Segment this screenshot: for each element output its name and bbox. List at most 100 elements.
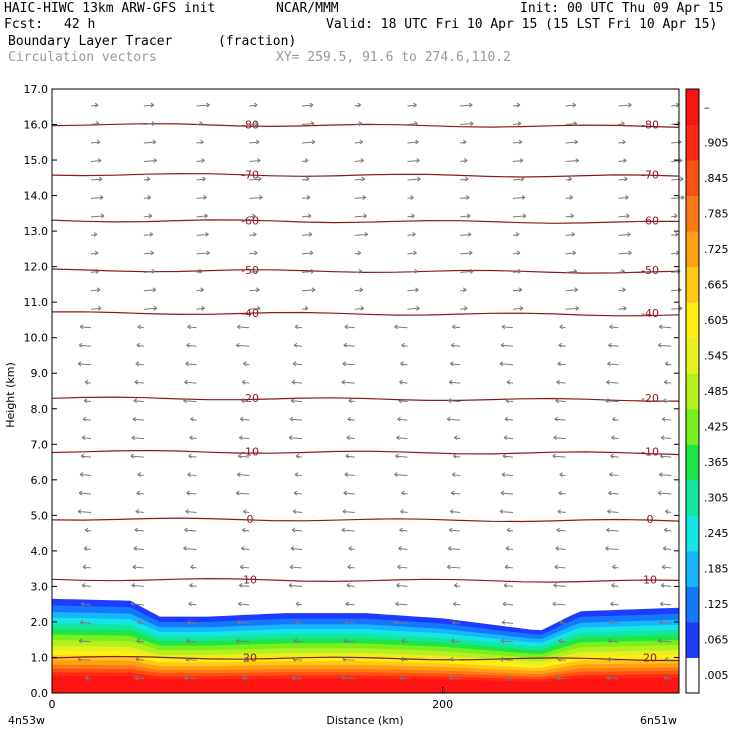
- vector-arrow-head: [190, 564, 194, 570]
- vector-arrow: [185, 511, 197, 514]
- vector-arrow: [249, 289, 260, 292]
- vector-arrow-head: [469, 268, 474, 274]
- contour-line: [51, 655, 680, 662]
- vector-arrow-head: [134, 527, 139, 533]
- vector-arrow: [143, 289, 156, 292]
- x-end-label-right: 6n51w: [640, 714, 677, 727]
- vector-arrow-head: [555, 546, 559, 551]
- vector-arrow-head: [152, 287, 157, 293]
- vector-arrow-head: [679, 176, 684, 182]
- vector-arrow: [448, 547, 461, 550]
- vector-arrow: [618, 196, 629, 199]
- vector-arrow-head: [501, 324, 506, 330]
- vector-arrow: [512, 196, 526, 199]
- vector-arrow-head: [571, 231, 575, 237]
- contour-label: 10: [243, 573, 257, 586]
- vector-arrow: [186, 640, 197, 643]
- vector-arrow: [187, 326, 197, 329]
- vector-arrow-head: [289, 416, 294, 422]
- vector-arrow: [188, 455, 197, 458]
- contour-label: -80: [641, 119, 659, 132]
- vector-arrow: [407, 233, 416, 236]
- vector-arrow-head: [361, 176, 366, 182]
- vector-arrow-head: [348, 398, 353, 404]
- vector-arrow-head: [499, 361, 504, 367]
- vector-arrow-head: [573, 121, 577, 126]
- vector-arrow-head: [396, 582, 400, 588]
- vector-arrow-head: [258, 176, 262, 182]
- vector-arrow: [407, 252, 417, 255]
- vector-arrow-head: [293, 490, 298, 496]
- vector-arrow: [608, 640, 619, 643]
- vector-arrow: [407, 141, 419, 144]
- field-name: Boundary Layer Tracer: [8, 34, 173, 49]
- vector-arrow-head: [398, 398, 402, 404]
- vector-arrow: [501, 474, 514, 477]
- vector-arrow-head: [559, 472, 563, 477]
- vector-arrow-head: [189, 582, 193, 588]
- vector-arrow: [289, 566, 303, 569]
- vector-arrow-head: [569, 195, 573, 200]
- vector-arrow: [671, 233, 679, 236]
- vector-arrow-head: [359, 139, 364, 145]
- vector-arrow: [565, 123, 577, 126]
- vector-arrow: [658, 344, 672, 347]
- vector-arrow-head: [137, 619, 142, 625]
- vector-arrow-head: [608, 490, 612, 496]
- vector-arrow-head: [500, 490, 505, 496]
- vector-arrow-head: [344, 324, 349, 330]
- vector-arrow: [460, 196, 470, 199]
- vector-arrow: [134, 529, 144, 532]
- vector-arrow: [83, 547, 92, 550]
- vector-arrow: [400, 658, 408, 661]
- vector-arrow-head: [291, 527, 296, 533]
- vector-arrow: [407, 104, 417, 107]
- vector-arrow: [354, 307, 364, 310]
- vector-arrow: [453, 603, 461, 606]
- vector-arrow: [394, 474, 408, 477]
- vector-arrow-head: [622, 139, 626, 145]
- vector-arrow: [552, 603, 566, 606]
- vector-arrow-head: [254, 102, 258, 108]
- colorbar-swatch: [686, 89, 699, 126]
- vector-arrow: [135, 658, 144, 661]
- vector-arrow-head: [309, 250, 314, 256]
- vector-arrow: [132, 418, 144, 421]
- vector-arrow-head: [452, 601, 457, 607]
- y-tick-label: 1.0: [31, 651, 49, 664]
- vector-arrow: [552, 455, 566, 458]
- vector-arrow-head: [309, 102, 314, 108]
- colorbar-swatch: [686, 550, 699, 587]
- vector-arrow: [565, 215, 574, 218]
- contour-label: 0: [247, 513, 254, 526]
- colorbar-swatch: [686, 621, 699, 658]
- vector-arrow: [606, 381, 619, 384]
- vector-arrow-head: [520, 176, 525, 182]
- vector-arrow-head: [553, 582, 557, 588]
- vector-arrow-head: [347, 564, 352, 570]
- contour-label: -50: [241, 264, 259, 277]
- vector-arrow-head: [516, 102, 521, 108]
- vector-arrow: [83, 400, 92, 403]
- vector-arrow: [187, 474, 197, 477]
- vector-arrow-head: [575, 305, 579, 311]
- vector-arrow-head: [449, 656, 454, 662]
- vector-arrow: [450, 511, 461, 514]
- vector-arrow-head: [183, 398, 187, 404]
- contour-line: [51, 396, 679, 402]
- vector-arrow-head: [573, 268, 577, 274]
- vector-arrow-head: [259, 195, 263, 200]
- vector-arrow-head: [200, 287, 204, 293]
- vector-arrow: [658, 640, 672, 643]
- vector-arrow: [132, 566, 144, 569]
- vector-arrow: [565, 270, 577, 273]
- vector-arrow: [189, 437, 197, 440]
- vector-arrow-head: [362, 195, 367, 200]
- vector-arrow-head: [346, 435, 351, 441]
- vector-arrow: [249, 252, 258, 255]
- vector-arrow-head: [96, 139, 101, 145]
- vector-arrow-head: [552, 601, 556, 607]
- vector-arrow-head: [187, 619, 191, 625]
- vector-arrow-head: [241, 398, 245, 404]
